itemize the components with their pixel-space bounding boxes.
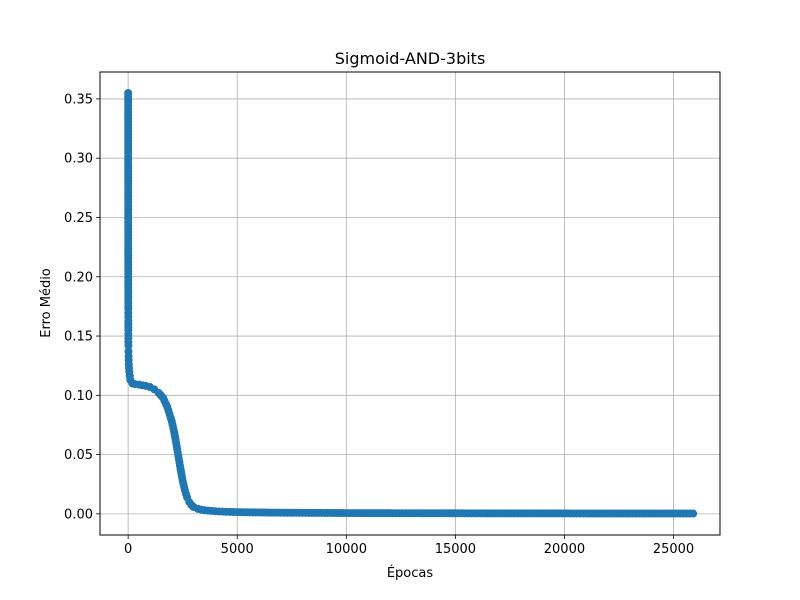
y-tick-label: 0.30 [64,152,93,167]
x-axis: 0 5000 10000 15000 20000 25000 [124,535,694,557]
x-tick-label: 20000 [544,542,585,557]
y-tick-label: 0.10 [64,389,93,404]
y-tick-label: 0.15 [64,330,93,345]
y-tick-label: 0.05 [64,448,93,463]
y-tick-label: 0.25 [64,211,93,226]
data-point [689,509,698,518]
series-layer [124,88,698,518]
data-point [124,341,133,350]
x-tick-label: 25000 [653,542,694,557]
chart-title: Sigmoid-AND-3bits [335,49,486,68]
x-tick-label: 10000 [326,542,367,557]
y-tick-label: 0.20 [64,270,93,285]
x-tick-label: 15000 [435,542,476,557]
grid [100,72,720,535]
plot-frame [99,71,721,536]
y-tick-label: 0.00 [64,507,93,522]
y-axis-label: Erro Médio [39,268,54,338]
x-tick-label: 5000 [221,542,254,557]
x-tick-label: 0 [124,542,132,557]
y-tick-label: 0.35 [64,92,93,107]
x-axis-label: Épocas [387,565,434,581]
y-axis: 0.00 0.05 0.10 0.15 0.20 0.25 0.30 0.35 [64,92,100,522]
